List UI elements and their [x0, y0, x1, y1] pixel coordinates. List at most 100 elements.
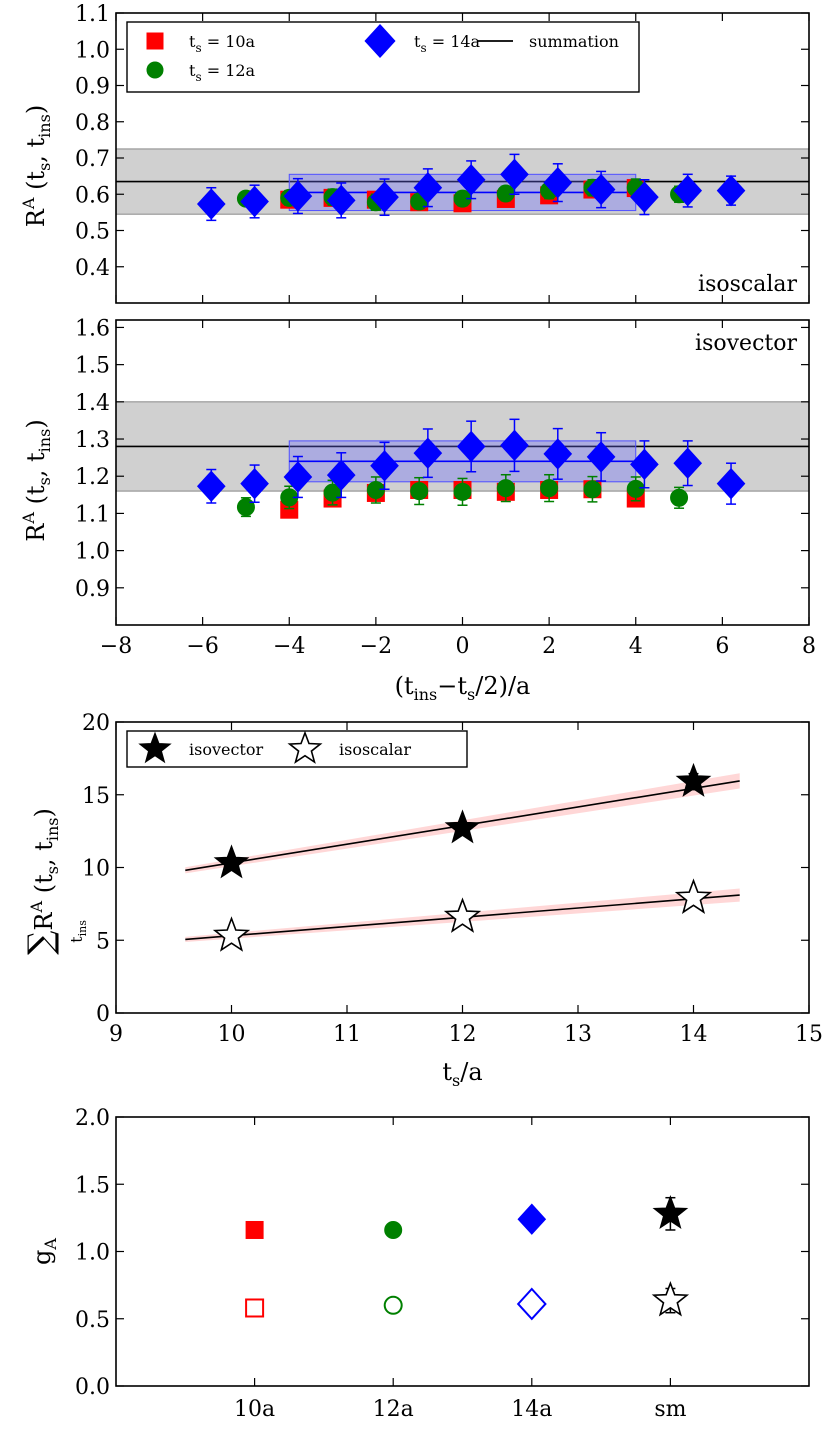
data-point: [370, 181, 399, 213]
y-tick-label: 0.4: [75, 256, 110, 281]
data-point: [630, 448, 659, 481]
x-tick-label: −6: [186, 634, 218, 659]
y-tick-label: 1.5: [75, 1173, 110, 1198]
label-part: A: [19, 197, 38, 210]
data-point: [673, 447, 703, 479]
label-part: , t: [22, 137, 50, 162]
legend-marker: [138, 731, 172, 764]
legend-item: ts = 10a: [146, 32, 256, 55]
data-point: [456, 430, 486, 463]
y-tick-label: 0.5: [75, 1308, 110, 1333]
x-tick-label: 14a: [511, 1397, 552, 1422]
label-part: R: [22, 523, 50, 542]
label-part: ins: [35, 114, 54, 138]
data-point: [413, 172, 443, 204]
x-tick-label: −2: [360, 634, 392, 659]
legend-marker: [287, 730, 323, 764]
data-point: [444, 809, 481, 844]
sum-subscript: tins: [67, 920, 89, 943]
y-tick-label: 1.4: [75, 391, 110, 416]
data-point: [410, 482, 429, 501]
legend-label: isoscalar: [339, 740, 411, 759]
label-part: summation: [529, 32, 619, 51]
label-part: t: [189, 61, 196, 80]
y-tick-label: 0.5: [75, 220, 110, 245]
data-point: [517, 1203, 547, 1235]
data-point: [670, 488, 689, 507]
x-tick-label: 12: [449, 1022, 477, 1047]
x-tick-label: 10a: [234, 1397, 275, 1422]
legend-label: ts = 10a: [189, 32, 256, 55]
data-point: [586, 173, 616, 206]
y-tick-label: 15: [82, 784, 110, 809]
data-point: [196, 470, 226, 502]
data-point: [586, 441, 616, 473]
data-point: [456, 164, 486, 196]
panel-gA: 0.0 0.5 1.0 1.5 2.0 10a 12a 14a sm gA: [28, 1106, 810, 1422]
label-part: s: [195, 70, 201, 84]
y-tick-label: 0.0: [75, 1375, 110, 1400]
legend-marker: [146, 32, 164, 50]
label-part: −t: [437, 672, 467, 700]
y-tick-label: 0.6: [75, 183, 110, 208]
x-tick-label: 14: [680, 1022, 708, 1047]
y-tick-label: 2.0: [75, 1106, 110, 1131]
y-axis-label: gA: [28, 1238, 60, 1265]
label-part: t: [414, 32, 421, 51]
data-point: [453, 482, 472, 501]
label-part: s: [35, 163, 54, 171]
label-part: g: [28, 1250, 56, 1265]
label-part: , t: [22, 452, 50, 477]
data-point: [652, 1195, 689, 1230]
x-tick-label: 9: [109, 1022, 123, 1047]
panel-label: isovector: [695, 331, 797, 356]
x-tick-label: −8: [100, 634, 132, 659]
data-point: [496, 479, 515, 498]
data-point: [413, 437, 443, 469]
label-part: /a: [460, 1058, 482, 1086]
y-tick-label: 0: [96, 1002, 110, 1027]
data-point: [383, 1295, 403, 1315]
data-point: [236, 498, 255, 517]
data-point: [245, 1220, 264, 1239]
y-tick-label: 1.0: [75, 540, 110, 565]
label-part: A: [19, 512, 38, 525]
x-tick-label: −4: [273, 634, 305, 659]
legend-label: ts = 12a: [189, 61, 256, 84]
legend-marker: [146, 61, 164, 79]
label-part: s: [43, 866, 62, 874]
data-point: [213, 844, 250, 879]
label-part: A: [41, 1238, 60, 1251]
x-axis-label: (tins−ts/2)/a: [395, 672, 531, 704]
data-point: [196, 188, 226, 220]
data-point: [540, 479, 559, 498]
label-part: s: [452, 1071, 460, 1090]
legend-item: summation: [477, 32, 619, 51]
y-tick-label: 0.9: [75, 577, 110, 602]
label-part: (t: [395, 672, 414, 700]
data-point: [626, 479, 645, 498]
axes-frame: [115, 1116, 810, 1387]
y-tick-label: 0.8: [75, 111, 110, 136]
legend-marker: [364, 23, 396, 59]
data-point: [716, 467, 746, 500]
data-point: [384, 1220, 403, 1239]
x-tick-label: 13: [564, 1022, 592, 1047]
label-part: R: [30, 912, 58, 931]
y-axis-label: RA (ts, tins): [19, 419, 54, 541]
data-point: [500, 158, 529, 191]
label-part: = 12a: [202, 61, 256, 80]
series-diamond: [196, 418, 746, 505]
y-tick-label: 0.7: [75, 147, 110, 172]
label-part: ): [30, 808, 58, 817]
label-part: ins: [414, 685, 438, 704]
panel-label: isoscalar: [698, 272, 797, 297]
data-point: [675, 762, 712, 797]
label-part: = 14a: [427, 32, 481, 51]
x-axis-label: ts/a: [442, 1058, 482, 1090]
y-tick-label: 1.0: [75, 1241, 110, 1266]
y-tick-label: 20: [82, 711, 110, 736]
y-tick-label: 1.1: [75, 2, 110, 27]
label-part: ): [22, 105, 50, 114]
